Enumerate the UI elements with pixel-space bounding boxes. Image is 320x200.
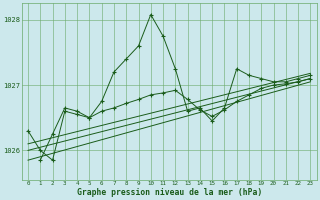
X-axis label: Graphe pression niveau de la mer (hPa): Graphe pression niveau de la mer (hPa)	[76, 188, 262, 197]
